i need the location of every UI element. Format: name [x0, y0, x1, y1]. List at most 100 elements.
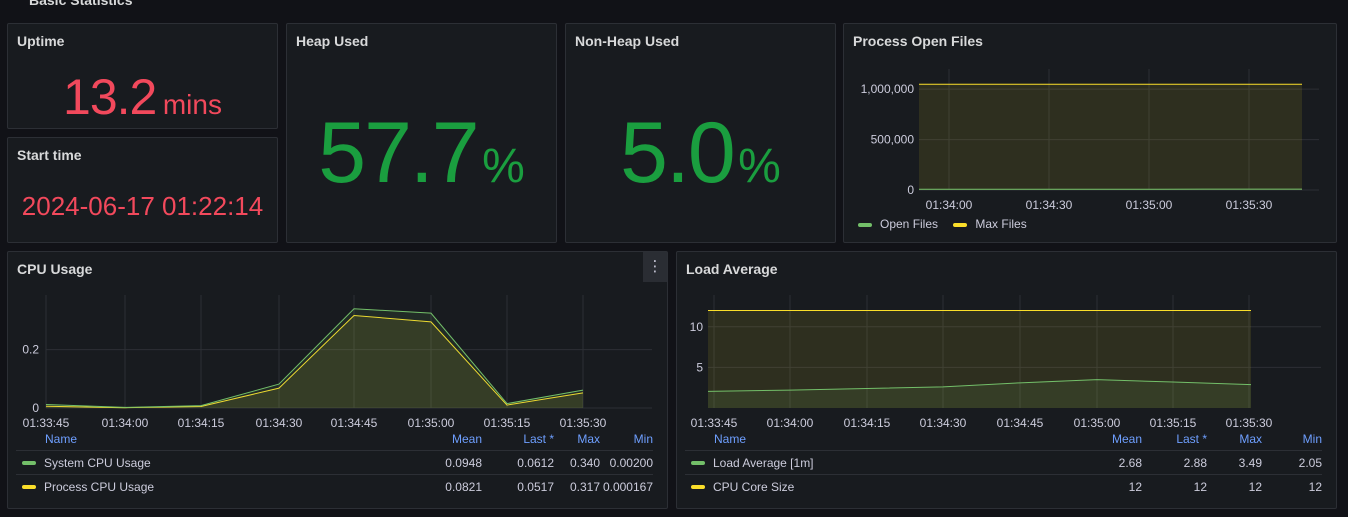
heap-number: 57.7 [318, 105, 479, 201]
series-area [708, 310, 1251, 408]
uptime-value: 13.2 mins [8, 68, 277, 126]
x-tick-label: 01:33:45 [691, 416, 738, 430]
col-mean[interactable]: Mean [1111, 432, 1142, 446]
uptime-number: 13.2 [63, 69, 157, 125]
legend-row[interactable]: Load Average [1m] 2.68 2.88 3.49 2.05 [685, 450, 1322, 475]
legend-row[interactable]: Process CPU Usage 0.0821 0.0517 0.317 0.… [16, 474, 653, 498]
legend-label: Max Files [975, 217, 1027, 231]
y-tick-label: 1,000,000 [861, 82, 915, 96]
cpu-chart[interactable]: 0 0.2 01:33:45 01:34:00 01:34:15 01:34:30 01:3… [8, 252, 667, 432]
x-tick-label: 01:35:30 [560, 416, 607, 430]
x-tick-label: 01:34:30 [256, 416, 303, 430]
x-tick-label: 01:34:00 [767, 416, 814, 430]
legend-mean: 12 [1082, 474, 1142, 498]
cpu-usage-panel[interactable]: CPU Usage ⋮ 0 0.2 01:33:45 01:34:00 01:34:15… [7, 251, 668, 509]
legend-mean: 2.68 [1082, 450, 1142, 475]
x-tick-label: 01:35:15 [484, 416, 531, 430]
x-tick-label: 01:34:00 [926, 198, 973, 212]
chevron-down-icon[interactable]: ⌄ [16, 0, 25, 2]
legend-item[interactable]: Open Files [852, 217, 938, 231]
legend-row[interactable]: System CPU Usage 0.0948 0.0612 0.340 0.0… [16, 450, 653, 475]
cpu-legend-table: Name Mean Last * Max Min System CPU Usag… [16, 428, 653, 498]
series-area [919, 84, 1302, 190]
legend-max: 12 [1207, 474, 1262, 498]
start-time-value: 2024-06-17 01:22:14 [21, 191, 264, 221]
col-min[interactable]: Min [1302, 432, 1322, 446]
start-time-panel[interactable]: Start time 2024-06-17 01:22:14 [7, 137, 278, 243]
kebab-menu-icon[interactable]: ⋮ [643, 252, 667, 282]
x-tick-label: 01:34:45 [331, 416, 378, 430]
load-average-panel[interactable]: Load Average 5 10 01:33:45 01:34:00 01:34:15… [676, 251, 1337, 509]
legend-label: Open Files [880, 217, 939, 231]
col-last[interactable]: Last * [523, 432, 554, 446]
legend-max: 0.340 [554, 450, 600, 475]
legend-header: Name Mean Last * Max Min [685, 428, 1322, 451]
legend-min: 2.05 [1262, 450, 1322, 475]
load-chart[interactable]: 5 10 01:33:45 01:34:00 01:34:15 01:34:30 01:34… [677, 252, 1336, 432]
col-last[interactable]: Last * [1176, 432, 1207, 446]
legend-min: 0.000167 [600, 474, 653, 498]
x-tick-label: 01:34:00 [102, 416, 149, 430]
series-name: CPU Core Size [713, 479, 795, 494]
y-tick-label: 10 [690, 320, 704, 334]
col-min[interactable]: Min [633, 432, 653, 446]
x-tick-label: 01:35:15 [1150, 416, 1197, 430]
series-name: Process CPU Usage [44, 479, 155, 494]
x-tick-label: 01:35:00 [408, 416, 455, 430]
legend: Open Files Max Files [852, 217, 1027, 231]
swatch-yellow [22, 485, 36, 490]
legend-name: Process CPU Usage [16, 474, 412, 498]
legend-name: CPU Core Size [685, 474, 1082, 498]
col-name[interactable]: Name [45, 432, 78, 446]
x-tick-label: 01:35:00 [1074, 416, 1121, 430]
non-heap-unit: % [738, 140, 781, 193]
panel-title: Load Average [686, 261, 778, 277]
x-tick-label: 01:34:15 [844, 416, 891, 430]
panel-title: Process Open Files [853, 33, 983, 49]
heap-used-panel[interactable]: Heap Used 57.7 % [286, 23, 557, 243]
open-files-chart[interactable]: 0 500,000 1,000,000 01:34:00 01:34:30 01:35:0… [844, 24, 1336, 224]
non-heap-number: 5.0 [620, 105, 736, 201]
legend-row[interactable]: CPU Core Size 12 12 12 12 [685, 474, 1322, 498]
y-tick-label: 500,000 [871, 133, 915, 147]
row-header[interactable]: ⌄ Basic Statistics [0, 0, 400, 10]
legend-name: Load Average [1m] [685, 450, 1082, 475]
uptime-panel[interactable]: Uptime 13.2 mins [7, 23, 278, 129]
non-heap-value: 5.0 % [566, 104, 835, 203]
legend-last: 12 [1142, 474, 1207, 498]
y-tick-label: 0 [32, 401, 39, 415]
swatch-yellow [691, 485, 705, 490]
load-legend-table: Name Mean Last * Max Min Load Average [1… [685, 428, 1322, 498]
x-tick-label: 01:35:00 [1126, 198, 1173, 212]
legend-max: 3.49 [1207, 450, 1262, 475]
col-max[interactable]: Max [1239, 432, 1262, 446]
col-name[interactable]: Name [714, 432, 747, 446]
series-area [708, 379, 1251, 408]
series-name: Load Average [1m] [713, 455, 814, 470]
legend-name: System CPU Usage [16, 450, 412, 475]
legend-min: 12 [1262, 474, 1322, 498]
series-area [46, 315, 583, 408]
series-name: System CPU Usage [44, 455, 151, 470]
non-heap-used-panel[interactable]: Non-Heap Used 5.0 % [565, 23, 836, 243]
open-files-panel[interactable]: Process Open Files 0 500,000 1,000,000 01:3… [843, 23, 1337, 243]
swatch-green [22, 461, 36, 466]
series-line [707, 379, 1252, 392]
swatch-yellow [953, 222, 968, 227]
legend-item[interactable]: Max Files [947, 217, 1027, 231]
series-line [45, 308, 584, 408]
x-tick-label: 01:34:15 [178, 416, 225, 430]
heap-unit: % [482, 140, 525, 193]
legend-last: 2.88 [1142, 450, 1207, 475]
x-tick-label: 01:35:30 [1226, 416, 1273, 430]
col-max[interactable]: Max [577, 432, 600, 446]
x-tick-label: 01:34:30 [920, 416, 967, 430]
y-tick-label: 5 [696, 360, 703, 374]
swatch-green [691, 461, 705, 466]
panel-title: Heap Used [296, 33, 369, 49]
col-mean[interactable]: Mean [451, 432, 482, 446]
panel-title: Non-Heap Used [575, 33, 680, 49]
x-tick-label: 01:33:45 [23, 416, 70, 430]
legend-last: 0.0517 [482, 474, 554, 498]
swatch-green [858, 222, 872, 227]
